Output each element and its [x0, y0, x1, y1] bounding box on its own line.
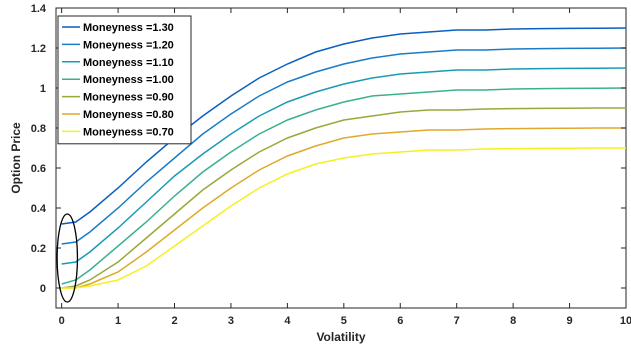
legend: Moneyness =1.30 Moneyness =1.20 Moneyness … — [57, 15, 192, 145]
legend-box — [57, 15, 192, 145]
series-layer — [61, 27, 627, 289]
series-line-5 — [61, 107, 626, 289]
legend-label: Moneyness =0.80 — [83, 109, 174, 121]
legend-label: Moneyness =1.00 — [83, 74, 174, 86]
y-tick-label: 0.4 — [31, 203, 47, 215]
x-tick-label: 8 — [510, 315, 516, 327]
series-line-1 — [61, 27, 627, 225]
series-line-2 — [61, 47, 627, 245]
series-line-4 — [61, 87, 627, 285]
y-tick-label: 1.2 — [31, 43, 46, 55]
y-tick-label: 1 — [40, 83, 46, 95]
axis-ticks: 0 1 2 3 4 5 6 7 8 9 10 0 0.2 0.4 0.6 0.8 1 1.2 1.4 — [31, 3, 631, 327]
x-tick-label: 1 — [115, 315, 121, 327]
y-axis-label: Option Price — [9, 122, 23, 194]
x-tick-label: 10 — [620, 315, 631, 327]
x-tick-label: 6 — [397, 315, 403, 327]
annotation-ellipse — [56, 213, 79, 303]
legend-label: Moneyness =0.70 — [83, 126, 174, 138]
x-tick-label: 9 — [567, 315, 573, 327]
series-line-3 — [61, 67, 627, 265]
y-tick-label: 0.2 — [31, 243, 46, 255]
x-tick-label: 2 — [171, 315, 177, 327]
y-tick-label: 0.8 — [31, 123, 46, 135]
x-tick-label: 7 — [454, 315, 460, 327]
x-tick-label: 0 — [59, 315, 65, 327]
legend-label: Moneyness =1.20 — [83, 39, 174, 51]
series-line-6 — [61, 127, 626, 289]
y-tick-label: 0 — [40, 283, 46, 295]
series-line-7 — [61, 147, 626, 289]
x-axis-label: Volatility — [316, 330, 365, 344]
x-tick-label: 5 — [341, 315, 347, 327]
x-tick-label: 3 — [228, 315, 234, 327]
legend-label: Moneyness =1.10 — [83, 57, 174, 69]
legend-label: Moneyness =1.30 — [83, 22, 174, 34]
legend-label: Moneyness =0.90 — [83, 92, 174, 104]
y-tick-label: 0.6 — [31, 163, 46, 175]
y-tick-label: 1.4 — [31, 3, 47, 15]
x-tick-label: 4 — [284, 315, 291, 327]
